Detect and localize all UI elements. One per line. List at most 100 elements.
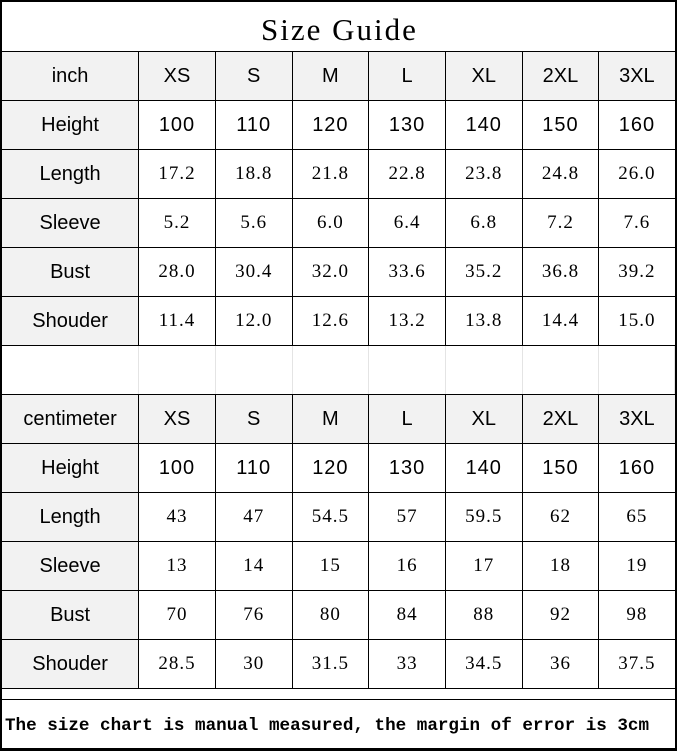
unit-label: inch — [2, 51, 140, 101]
value-cell: 57 — [368, 492, 446, 542]
value-cell: 18 — [521, 541, 600, 591]
row-label: Length — [2, 492, 140, 542]
value-cell: 26.0 — [598, 149, 675, 199]
value-cell: 5.2 — [138, 198, 216, 248]
value-cell: 140 — [444, 443, 523, 493]
value-cell: 150 — [521, 100, 600, 150]
table-row: Height 100 110 120 130 140 150 160 — [2, 100, 675, 150]
value-cell: 54.5 — [291, 492, 370, 542]
value-cell: 18.8 — [214, 149, 293, 199]
value-cell: 100 — [138, 100, 216, 150]
value-cell: 62 — [521, 492, 600, 542]
size-header: M — [291, 51, 370, 101]
value-cell: 88 — [444, 590, 523, 640]
size-header: 3XL — [598, 51, 675, 101]
row-label: Bust — [2, 247, 140, 297]
centimeter-header-row: centimeter XS S M L XL 2XL 3XL — [2, 394, 675, 444]
size-header: XS — [138, 394, 216, 444]
value-cell: 11.4 — [138, 296, 216, 346]
empty-cell — [521, 345, 600, 395]
row-label: Height — [2, 443, 140, 493]
value-cell: 37.5 — [598, 639, 675, 689]
value-cell: 110 — [214, 443, 293, 493]
value-cell: 130 — [368, 100, 446, 150]
value-cell: 13.2 — [368, 296, 446, 346]
value-cell: 22.8 — [368, 149, 446, 199]
value-cell: 12.0 — [214, 296, 293, 346]
value-cell: 30.4 — [214, 247, 293, 297]
size-header: 2XL — [521, 394, 600, 444]
value-cell: 160 — [598, 100, 675, 150]
value-cell: 34.5 — [444, 639, 523, 689]
table-row: Length 17.2 18.8 21.8 22.8 23.8 24.8 26.0 — [2, 149, 675, 199]
value-cell: 39.2 — [598, 247, 675, 297]
value-cell: 92 — [521, 590, 600, 640]
value-cell: 33.6 — [368, 247, 446, 297]
value-cell: 80 — [291, 590, 370, 640]
table-row: Sleeve 13 14 15 16 17 18 19 — [2, 541, 675, 591]
value-cell: 15 — [291, 541, 370, 591]
empty-cell — [214, 345, 293, 395]
value-cell: 70 — [138, 590, 216, 640]
value-cell: 14 — [214, 541, 293, 591]
row-label: Sleeve — [2, 198, 140, 248]
empty-cell — [291, 345, 370, 395]
value-cell: 19 — [598, 541, 675, 591]
size-header: L — [368, 51, 446, 101]
value-cell: 30 — [214, 639, 293, 689]
value-cell: 28.5 — [138, 639, 216, 689]
row-label: Sleeve — [2, 541, 140, 591]
inch-header-row: inch XS S M L XL 2XL 3XL — [2, 51, 675, 101]
value-cell: 16 — [368, 541, 446, 591]
row-label: Height — [2, 100, 140, 150]
empty-cell — [2, 345, 140, 395]
table-row: Height 100 110 120 130 140 150 160 — [2, 443, 675, 493]
row-label: Length — [2, 149, 140, 199]
value-cell: 21.8 — [291, 149, 370, 199]
value-cell: 17.2 — [138, 149, 216, 199]
value-cell: 120 — [291, 100, 370, 150]
footer-note: The size chart is manual measured, the m… — [2, 699, 675, 748]
value-cell: 13 — [138, 541, 216, 591]
size-header: S — [214, 51, 293, 101]
empty-cell — [138, 345, 216, 395]
value-cell: 110 — [214, 100, 293, 150]
value-cell: 76 — [214, 590, 293, 640]
row-label: Shouder — [2, 296, 140, 346]
table-row: Bust 28.0 30.4 32.0 33.6 35.2 36.8 39.2 — [2, 247, 675, 297]
value-cell: 65 — [598, 492, 675, 542]
value-cell: 24.8 — [521, 149, 600, 199]
value-cell: 84 — [368, 590, 446, 640]
size-header: L — [368, 394, 446, 444]
value-cell: 7.2 — [521, 198, 600, 248]
value-cell: 35.2 — [444, 247, 523, 297]
value-cell: 31.5 — [291, 639, 370, 689]
table-row: Length 43 47 54.5 57 59.5 62 65 — [2, 492, 675, 542]
page-title: Size Guide — [2, 2, 675, 52]
value-cell: 140 — [444, 100, 523, 150]
value-cell: 36.8 — [521, 247, 600, 297]
empty-cell — [444, 345, 523, 395]
size-table: inch XS S M L XL 2XL 3XL Height 100 110 120 130 140 15… — [2, 51, 675, 689]
value-cell: 33 — [368, 639, 446, 689]
value-cell: 28.0 — [138, 247, 216, 297]
value-cell: 47 — [214, 492, 293, 542]
value-cell: 98 — [598, 590, 675, 640]
value-cell: 12.6 — [291, 296, 370, 346]
value-cell: 6.0 — [291, 198, 370, 248]
value-cell: 160 — [598, 443, 675, 493]
table-row: Sleeve 5.2 5.6 6.0 6.4 6.8 7.2 7.6 — [2, 198, 675, 248]
value-cell: 130 — [368, 443, 446, 493]
size-header: XS — [138, 51, 216, 101]
value-cell: 15.0 — [598, 296, 675, 346]
size-header: M — [291, 394, 370, 444]
value-cell: 36 — [521, 639, 600, 689]
size-header: S — [214, 394, 293, 444]
empty-cell — [368, 345, 446, 395]
value-cell: 43 — [138, 492, 216, 542]
empty-cell — [598, 345, 675, 395]
spacer-row — [2, 345, 675, 395]
value-cell: 32.0 — [291, 247, 370, 297]
size-header: XL — [444, 394, 523, 444]
row-label: Shouder — [2, 639, 140, 689]
